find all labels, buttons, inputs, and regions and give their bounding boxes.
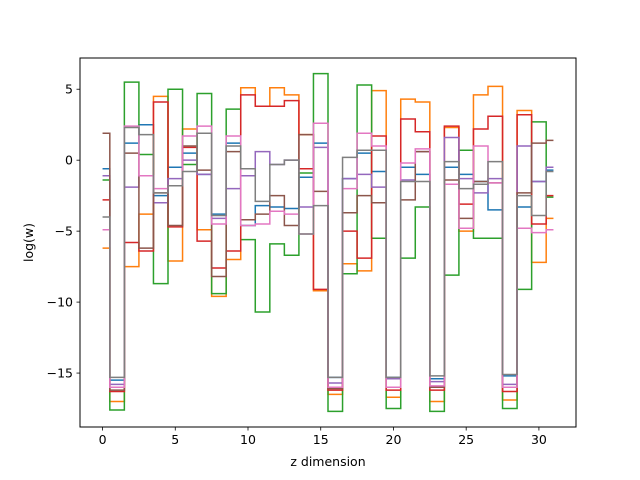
y-axis: −15 −10 −5 0 5 [47,82,80,381]
x-tick-label: 25 [458,432,474,447]
y-tick-label: −5 [55,224,73,239]
x-tick-label: 10 [240,432,256,447]
y-axis-label: log(w) [21,223,36,262]
x-tick-label: 30 [531,432,547,447]
x-tick-label: 20 [386,432,402,447]
y-tick-label: 0 [65,153,73,168]
x-tick-label: 5 [171,432,179,447]
x-tick-label: 0 [99,432,107,447]
plot-frame [79,57,577,428]
y-tick-label: −10 [47,295,73,310]
series-layer [102,72,554,413]
y-tick-label: −15 [47,366,73,381]
series-line-8 [102,126,554,379]
x-axis: 0 5 10 15 20 25 30 [99,427,547,447]
y-tick-label: 5 [65,82,73,97]
series-line-4 [102,94,554,393]
x-axis-label: z dimension [290,454,365,469]
x-tick-label: 15 [313,432,329,447]
